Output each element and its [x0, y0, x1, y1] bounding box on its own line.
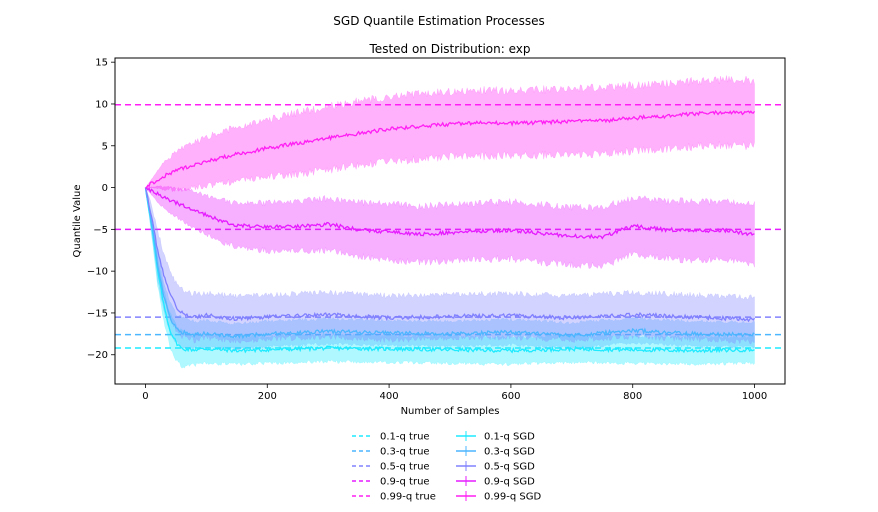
x-tick-label: 200	[258, 391, 277, 402]
legend-true-label: 0.99-q true	[380, 492, 436, 503]
legend-sgd-label: 0.1-q SGD	[484, 432, 535, 443]
sgd-line-1	[144, 187, 755, 340]
legend-sgd-label: 0.5-q SGD	[484, 462, 535, 473]
chart-title: SGD Quantile Estimation Processes	[333, 14, 544, 28]
sgd-line-2	[144, 187, 756, 323]
legend-sgd-label: 0.99-q SGD	[484, 492, 541, 503]
legend-true-label: 0.3-q true	[380, 447, 430, 458]
legend: 0.1-q true 0.3-q true 0.5-q true 0.9-q true…	[352, 431, 541, 503]
x-tick-label: 1000	[742, 391, 767, 402]
legend-true-label: 0.9-q true	[380, 477, 430, 488]
sgd-line-3	[145, 186, 755, 240]
y-tick-label: 10	[95, 99, 108, 110]
legend-sgd-label: 0.9-q SGD	[484, 477, 535, 488]
legend-true-label: 0.5-q true	[380, 462, 430, 473]
x-tick-label: 600	[501, 391, 520, 402]
y-axis-ticks: −20 −15 −10 −5 0 5 10 15	[87, 58, 115, 361]
sgd-line-4	[145, 109, 756, 189]
x-axis-ticks: 0 200 400 600 800 1000	[142, 384, 767, 402]
y-tick-label: 5	[102, 141, 108, 152]
y-tick-label: 15	[95, 58, 108, 69]
sgd-band-2	[145, 187, 755, 345]
plot-frame	[114, 57, 786, 385]
y-tick-label: −10	[87, 267, 108, 278]
x-axis-label: Number of Samples	[401, 406, 500, 417]
y-tick-label: −15	[87, 308, 108, 319]
chart-subtitle: Tested on Distribution: exp	[369, 42, 531, 56]
y-tick-label: 0	[102, 183, 108, 194]
y-tick-label: −5	[93, 225, 108, 236]
y-tick-label: −20	[87, 350, 108, 361]
x-tick-label: 400	[380, 391, 399, 402]
legend-sgd-label: 0.3-q SGD	[484, 447, 535, 458]
x-tick-label: 0	[142, 391, 148, 402]
sgd-band-4	[145, 75, 755, 193]
legend-true-label: 0.1-q true	[380, 432, 430, 443]
sgd-line-0	[144, 187, 755, 354]
plot-area	[115, 75, 785, 369]
x-tick-label: 800	[623, 391, 642, 402]
y-axis-label: Quantile Value	[72, 185, 83, 258]
